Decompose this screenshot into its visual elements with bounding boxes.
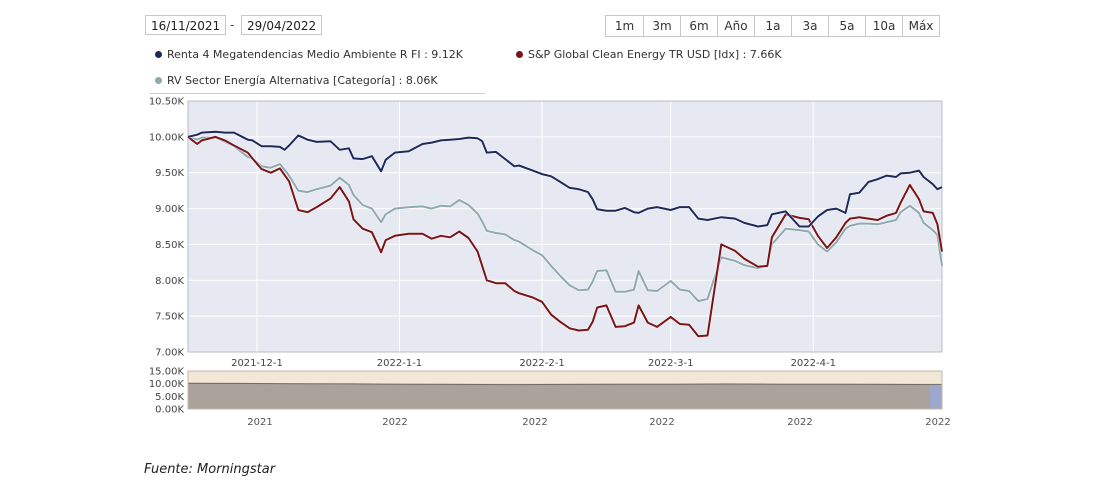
- y-tick-label: 7.00K: [155, 348, 184, 359]
- navigator-area-fill: [187, 382, 943, 410]
- navigator-x-label: 2022: [787, 417, 812, 428]
- navigator-x-label: 2022: [382, 417, 407, 428]
- category-series-line: [187, 135, 943, 303]
- navigator-x-label: 2022: [522, 417, 547, 428]
- legend-marker-index: [516, 50, 523, 58]
- legend-item-category[interactable]: RV Sector Energía Alternativa [Categoría…: [155, 74, 438, 88]
- x-tick-label: 2022-4-1: [791, 358, 836, 369]
- fund-series-line: [187, 130, 943, 228]
- range-selector: 1m 3m 6m Año 1a 3a 5a 10a Máx: [605, 15, 940, 37]
- navigator-x-label: 2021: [247, 417, 272, 428]
- range-button-ytd[interactable]: Año: [717, 16, 754, 36]
- x-tick-label: 2022-1-1: [377, 358, 422, 369]
- y-tick-label: 10.50K: [149, 97, 185, 108]
- legend-marker-fund: [155, 50, 162, 58]
- range-button-1m[interactable]: 1m: [614, 19, 635, 33]
- range-button-10a[interactable]: 10a: [865, 16, 902, 36]
- navigator-y-label: 15.00K: [149, 367, 185, 378]
- y-tick-label: 7.50K: [155, 312, 184, 323]
- legend-item-index[interactable]: S&P Global Clean Energy TR USD [Idx] : 7…: [516, 48, 782, 62]
- legend-divider: [150, 93, 485, 94]
- source-note: Fuente: Morningstar: [144, 462, 276, 477]
- end-date-field[interactable]: 29/04/2022: [241, 15, 323, 35]
- range-button-max[interactable]: Máx: [902, 16, 939, 36]
- plot-background: [188, 101, 942, 352]
- range-button-3a[interactable]: 3a: [791, 16, 828, 36]
- y-tick-label: 8.00K: [155, 276, 184, 287]
- legend-label-fund: Renta 4 Megatendencias Medio Ambiente R …: [167, 48, 463, 61]
- start-date-field[interactable]: 16/11/2021: [145, 15, 227, 35]
- range-button-6m[interactable]: 6m: [680, 16, 717, 36]
- navigator-y-label: 0.00K: [155, 405, 184, 416]
- y-tick-label: 10.00K: [149, 132, 185, 143]
- navigator-x-label: 2022: [925, 417, 950, 428]
- legend-label-index: S&P Global Clean Energy TR USD [Idx] : 7…: [528, 48, 782, 61]
- plot-frame: [187, 100, 943, 353]
- y-tick-label: 9.00K: [155, 204, 184, 215]
- navigator-y-label: 10.00K: [149, 379, 185, 390]
- range-button-5a[interactable]: 5a: [828, 16, 865, 36]
- legend-marker-category: [155, 76, 162, 84]
- navigator-frame: [187, 370, 943, 410]
- y-tick-label: 9.50K: [155, 168, 184, 179]
- x-tick-label: 2021-12-1: [231, 358, 283, 369]
- x-tick-label: 2022-3-1: [648, 358, 693, 369]
- index-series-line: [187, 135, 943, 338]
- x-tick-label: 2022-2-1: [519, 358, 564, 369]
- legend-item-fund[interactable]: Renta 4 Megatendencias Medio Ambiente R …: [155, 48, 463, 62]
- navigator-selection-handle: [930, 385, 942, 409]
- main-plot-area: 7.00K 7.50K 8.00K 8.50K 9.00K 9.50K 10.00K 10.5…: [149, 97, 944, 369]
- range-button-3m[interactable]: 3m: [643, 16, 680, 36]
- legend-label-category: RV Sector Energía Alternativa [Categoría…: [167, 74, 438, 87]
- navigator-x-label: 2022: [649, 417, 674, 428]
- y-tick-label: 8.50K: [155, 240, 184, 251]
- range-button-1a[interactable]: 1a: [754, 16, 791, 36]
- date-separator: -: [230, 18, 235, 32]
- navigator-y-label: 5.00K: [155, 392, 184, 403]
